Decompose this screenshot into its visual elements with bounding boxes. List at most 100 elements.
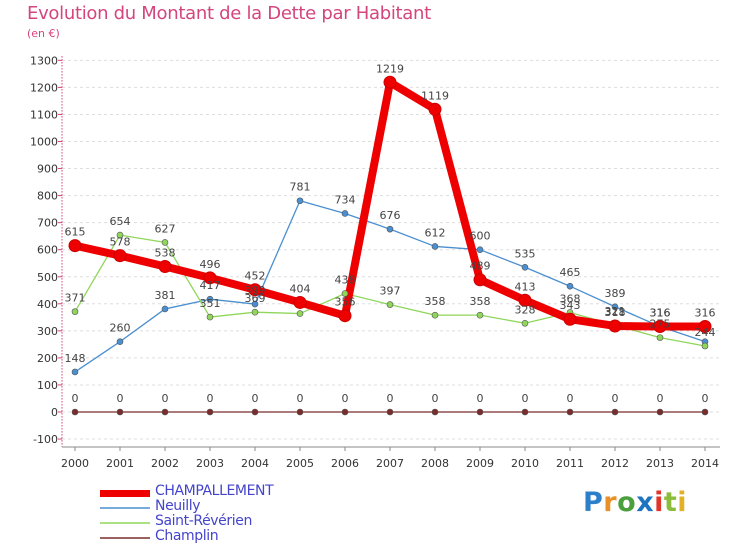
data-point — [158, 259, 172, 273]
data-point — [386, 225, 394, 233]
data-label: 615 — [65, 226, 86, 239]
data-label: 438 — [335, 274, 356, 287]
data-label: 0 — [117, 392, 124, 405]
data-point — [386, 408, 394, 416]
x-tick-label: 2011 — [556, 457, 584, 470]
data-label: 0 — [477, 392, 484, 405]
data-point — [296, 310, 304, 317]
data-point — [521, 263, 529, 271]
data-point — [251, 308, 259, 316]
data-point — [653, 320, 667, 334]
data-point — [71, 368, 79, 376]
x-tick-label: 2014 — [691, 457, 719, 470]
x-tick-label: 2008 — [421, 457, 449, 470]
data-point — [203, 271, 217, 285]
y-tick-label: 600 — [37, 244, 58, 257]
chart-subtitle: (en €) — [27, 27, 60, 40]
data-point — [563, 312, 577, 326]
data-label: 368 — [560, 292, 581, 305]
data-label: 781 — [290, 181, 311, 194]
data-point — [566, 282, 574, 290]
y-tick-label: 800 — [37, 190, 58, 203]
data-label: 0 — [522, 392, 529, 405]
data-point — [656, 334, 664, 341]
proxiti-logo: Proxiti — [583, 487, 688, 518]
data-point — [431, 243, 439, 250]
legend-swatch-saint-reverien — [100, 522, 150, 524]
data-point — [206, 313, 214, 321]
data-point — [611, 408, 619, 416]
data-point — [521, 319, 529, 327]
data-label: 465 — [560, 266, 581, 279]
data-label: 0 — [342, 392, 349, 405]
data-point — [296, 197, 304, 205]
data-label: 318 — [605, 306, 626, 319]
data-label: 578 — [110, 236, 131, 249]
data-label: 0 — [702, 392, 709, 405]
data-point — [428, 102, 442, 116]
data-label: 413 — [515, 280, 536, 293]
data-point — [473, 273, 487, 287]
plot-area — [62, 56, 720, 448]
data-label: 1219 — [376, 62, 404, 75]
data-label: 538 — [155, 246, 176, 259]
data-label: 328 — [515, 303, 536, 316]
data-point — [656, 408, 664, 416]
x-tick-label: 2003 — [196, 457, 224, 470]
chart-title: Evolution du Montant de la Dette par Hab… — [27, 3, 431, 24]
data-point — [251, 300, 259, 308]
data-label: 358 — [425, 295, 446, 308]
data-point — [476, 408, 484, 416]
data-label: 496 — [200, 258, 221, 271]
data-point — [248, 283, 262, 297]
data-label: 535 — [515, 247, 536, 260]
data-point — [206, 295, 214, 303]
y-tick-label: 1000 — [30, 136, 58, 149]
data-point — [431, 408, 439, 416]
y-tick-label: 300 — [37, 325, 58, 338]
data-point — [71, 408, 79, 416]
data-label: 389 — [605, 287, 626, 300]
data-label: 371 — [65, 292, 86, 305]
data-point — [701, 342, 709, 350]
data-label: 399 — [245, 284, 266, 297]
data-label: 489 — [470, 260, 491, 273]
x-tick-label: 2001 — [106, 457, 134, 470]
legend-item-neuilly: Neuilly — [100, 498, 320, 514]
data-label: 734 — [335, 193, 356, 206]
data-label: 316 — [650, 307, 671, 320]
data-label: 612 — [425, 226, 446, 239]
data-label: 0 — [252, 392, 259, 405]
data-label: 397 — [380, 285, 401, 298]
data-point — [341, 408, 349, 416]
data-label: 275 — [650, 318, 671, 331]
data-label: 244 — [695, 326, 716, 339]
data-point — [71, 308, 79, 315]
data-label: 627 — [155, 222, 176, 235]
data-label: 0 — [72, 392, 79, 405]
data-label: 417 — [200, 279, 221, 292]
legend-swatch-champlin — [100, 537, 150, 539]
data-point — [383, 75, 397, 89]
data-point — [698, 320, 712, 334]
x-tick-label: 2006 — [331, 457, 359, 470]
data-label: 0 — [387, 392, 394, 405]
data-point — [113, 249, 127, 263]
legend-item-champallement: CHAMPALLEMENT — [100, 483, 320, 499]
legend-item-saint-reverien: Saint-Révérien — [100, 513, 320, 529]
x-tick-label: 2012 — [601, 457, 629, 470]
data-point — [611, 303, 619, 311]
data-label: 321 — [605, 305, 626, 318]
data-label: 600 — [470, 230, 491, 243]
legend: CHAMPALLEMENT Neuilly Saint-Révérien Cha… — [100, 483, 320, 544]
data-label: 676 — [380, 209, 401, 222]
y-tick-label: 0 — [51, 406, 58, 419]
y-tick-label: 1300 — [30, 54, 58, 67]
x-tick-label: 2005 — [286, 457, 314, 470]
legend-swatch-neuilly — [100, 507, 150, 509]
y-tick-label: 500 — [37, 271, 58, 284]
legend-swatch-champallement — [100, 490, 150, 497]
data-label: 0 — [567, 392, 574, 405]
data-point — [161, 239, 169, 246]
